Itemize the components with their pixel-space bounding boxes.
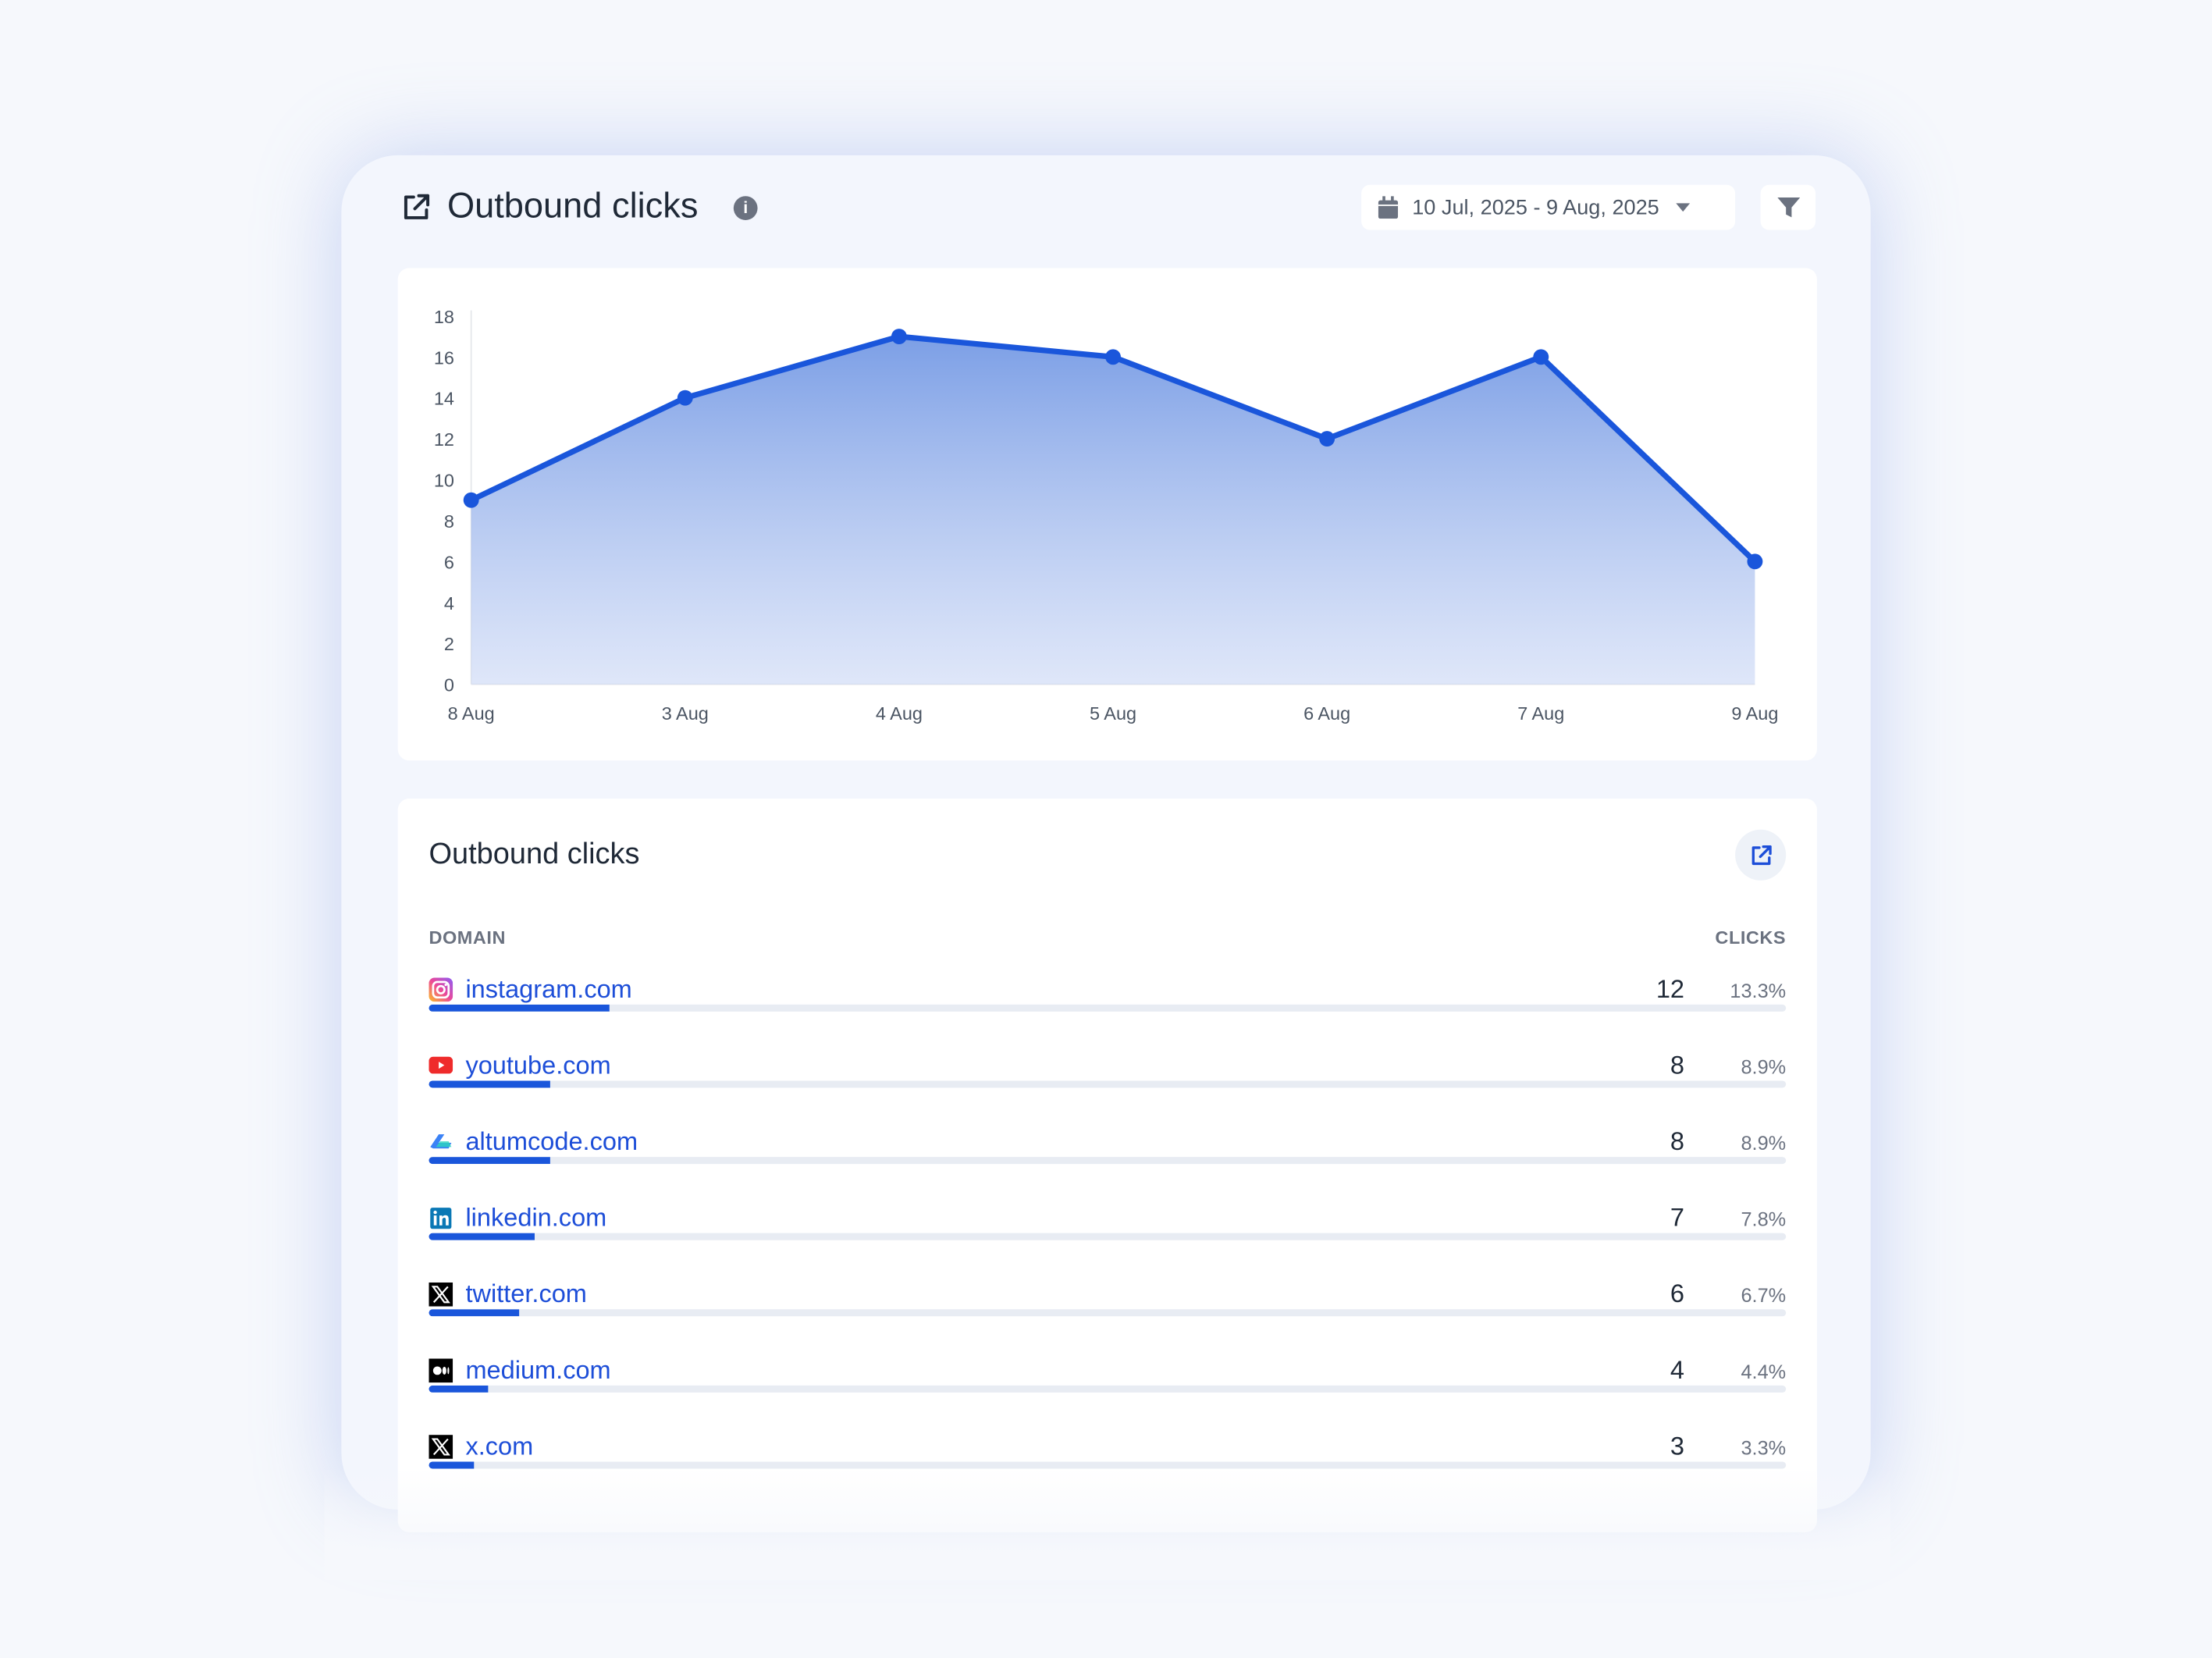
area-fill (471, 336, 1755, 685)
table-row: medium.com 4 4.4% (429, 1355, 1787, 1436)
clicks-percent: 8.9% (1741, 1055, 1787, 1078)
clicks-percent: 6.7% (1741, 1283, 1787, 1307)
clicks-percent: 8.9% (1741, 1131, 1787, 1155)
domain-link[interactable]: youtube.com (465, 1051, 611, 1080)
clicks-percent: 7.8% (1741, 1208, 1787, 1231)
y-tick-label: 12 (434, 429, 454, 450)
instagram-icon (429, 977, 453, 1002)
clicks-area-chart: 0 2 4 6 8 10 12 14 16 18 8 Aug 3 Aug 4 Aug 5 Aug 6 Aug… (434, 307, 1779, 724)
external-link-icon (1751, 845, 1771, 865)
table-row: twitter.com 6 6.7% (429, 1279, 1787, 1359)
table-row: instagram.com 12 13.3% (429, 974, 1787, 1055)
table-row: youtube.com 8 8.9% (429, 1051, 1787, 1130)
y-tick-label: 18 (434, 307, 454, 327)
clicks-count: 3 (1670, 1432, 1685, 1461)
x-tick-label: 3 Aug (662, 703, 709, 724)
bottom-fade (324, 1467, 1890, 1581)
share-bar (429, 1233, 1787, 1240)
data-point (1747, 553, 1763, 570)
medium-icon (429, 1358, 453, 1383)
info-icon[interactable]: i (733, 196, 758, 220)
calendar-icon (1378, 196, 1399, 219)
share-bar-fill (429, 1004, 610, 1012)
y-tick-label: 0 (444, 675, 454, 696)
linkedin-icon (429, 1206, 453, 1230)
share-bar (429, 1004, 1787, 1012)
x-tick-label: 4 Aug (876, 703, 923, 724)
column-header-domain: DOMAIN (429, 927, 507, 948)
x-tick-label: 8 Aug (448, 703, 495, 724)
youtube-icon (429, 1054, 453, 1078)
date-range-label: 10 Jul, 2025 - 9 Aug, 2025 (1412, 195, 1659, 220)
x-tick-label: 5 Aug (1090, 703, 1136, 724)
y-tick-label: 16 (434, 347, 454, 368)
share-bar-fill (429, 1309, 520, 1317)
share-bar (429, 1157, 1787, 1165)
share-bar-fill (429, 1385, 489, 1393)
share-bar (429, 1461, 1787, 1469)
clicks-count: 6 (1670, 1279, 1685, 1308)
data-point (463, 492, 479, 508)
share-bar-fill (429, 1233, 535, 1240)
data-point (1105, 349, 1121, 365)
date-range-picker[interactable]: 10 Jul, 2025 - 9 Aug, 2025 (1361, 184, 1736, 230)
altumcode-icon (429, 1130, 453, 1155)
share-bar (429, 1385, 1787, 1393)
data-point (1533, 349, 1549, 365)
domain-link[interactable]: x.com (465, 1432, 534, 1461)
domains-table-card: Outbound clicks DOMAIN CLICKS instagram.… (397, 798, 1817, 1532)
share-bar-fill (429, 1080, 550, 1088)
share-bar (429, 1309, 1787, 1317)
domain-link[interactable]: twitter.com (465, 1279, 587, 1308)
open-external-button[interactable] (1735, 829, 1787, 881)
clicks-count: 12 (1655, 974, 1685, 1004)
x-icon (429, 1282, 453, 1307)
x-tick-label: 9 Aug (1731, 703, 1778, 724)
clicks-percent: 4.4% (1741, 1360, 1787, 1383)
x-tick-label: 6 Aug (1303, 703, 1350, 724)
clicks-count: 7 (1670, 1203, 1685, 1232)
data-point (891, 329, 907, 345)
caret-down-icon (1676, 203, 1691, 212)
table-row: x.com 3 3.3% (429, 1432, 1787, 1511)
y-tick-label: 8 (444, 511, 454, 532)
page-title: Outbound clicks (446, 186, 699, 226)
table-row: altumcode.com 8 8.9% (429, 1127, 1787, 1207)
x-icon (429, 1435, 453, 1459)
data-point (677, 390, 693, 406)
clicks-count: 4 (1670, 1355, 1685, 1385)
column-header-clicks: CLICKS (1715, 927, 1787, 948)
data-point (1319, 431, 1335, 447)
filter-button[interactable] (1760, 184, 1816, 230)
clicks-count: 8 (1670, 1127, 1685, 1156)
clicks-percent: 3.3% (1741, 1436, 1787, 1459)
table-title: Outbound clicks (429, 838, 640, 871)
y-tick-label: 14 (434, 389, 454, 409)
clicks-count: 8 (1670, 1051, 1685, 1080)
share-bar (429, 1080, 1787, 1088)
domain-link[interactable]: linkedin.com (465, 1203, 607, 1232)
table-row: linkedin.com 7 7.8% (429, 1203, 1787, 1283)
y-tick-label: 2 (444, 634, 454, 654)
y-tick-label: 6 (444, 552, 454, 572)
domain-link[interactable]: altumcode.com (465, 1127, 638, 1156)
external-link-icon (404, 194, 430, 219)
y-tick-label: 4 (444, 593, 454, 614)
chart-card: 0 2 4 6 8 10 12 14 16 18 8 Aug 3 Aug 4 Aug 5 Aug 6 Aug… (397, 268, 1817, 761)
share-bar-fill (429, 1461, 474, 1469)
y-tick-label: 10 (434, 471, 454, 491)
domain-link[interactable]: medium.com (465, 1355, 611, 1385)
domain-link[interactable]: instagram.com (465, 974, 632, 1004)
share-bar-fill (429, 1157, 550, 1165)
clicks-percent: 13.3% (1730, 979, 1787, 1002)
filter-icon (1776, 197, 1800, 218)
x-tick-label: 7 Aug (1517, 703, 1564, 724)
